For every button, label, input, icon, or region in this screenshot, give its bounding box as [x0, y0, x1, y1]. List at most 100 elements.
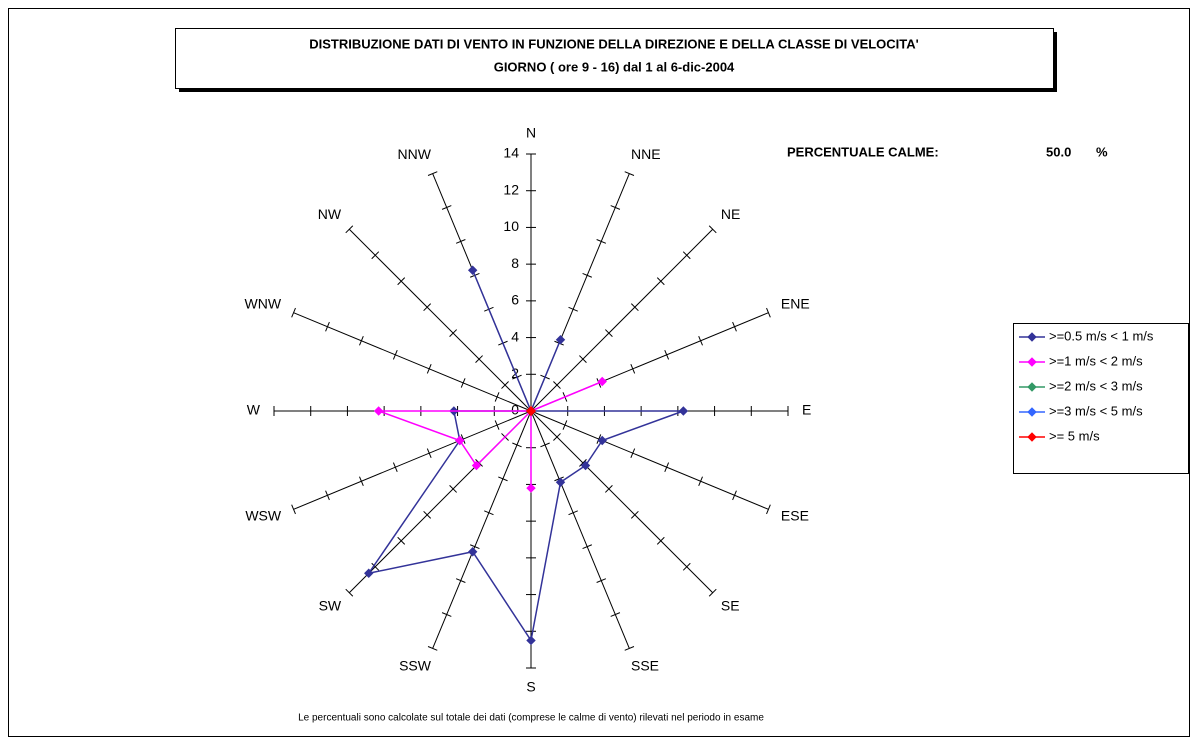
tick-mark [426, 364, 432, 374]
legend-label: >= 5 m/s [1049, 428, 1100, 443]
tick-mark [732, 490, 737, 501]
tick-mark [596, 578, 607, 583]
legend-marker [1027, 332, 1037, 342]
tick-mark [596, 239, 607, 244]
tick-mark [345, 588, 354, 597]
tick-mark [441, 205, 452, 210]
direction-label: SW [319, 598, 342, 614]
direction-label: SE [721, 598, 740, 614]
tick-mark [630, 510, 639, 519]
direction-label: NNE [631, 146, 661, 162]
data-marker [471, 460, 482, 471]
direction-label: NE [721, 206, 740, 222]
direction-label: WSW [245, 508, 282, 524]
tick-mark [732, 321, 737, 332]
title-box [175, 28, 1054, 89]
tick-mark [664, 349, 670, 360]
tick-mark [484, 510, 494, 516]
legend-marker [1027, 357, 1037, 367]
legend-box [1013, 323, 1189, 474]
tick-mark [568, 510, 578, 516]
r-tick-label: 10 [503, 218, 519, 234]
data-marker [526, 483, 536, 493]
tick-mark [656, 536, 665, 545]
tick-mark [449, 329, 458, 338]
calm-unit: % [1096, 144, 1108, 159]
legend-marker [1027, 407, 1037, 417]
data-marker [555, 335, 566, 345]
footnote: Le percentuali sono calcolate sul totale… [298, 713, 764, 724]
tick-mark [682, 562, 691, 571]
tick-mark [371, 562, 380, 571]
direction-label: WNW [245, 296, 282, 312]
tick-mark [579, 459, 587, 467]
tick-mark [359, 476, 364, 487]
tick-mark [568, 306, 578, 312]
tick-mark [469, 544, 480, 550]
tick-mark [427, 171, 438, 176]
tick-mark [624, 646, 635, 651]
data-marker [580, 460, 591, 471]
tick-mark [708, 225, 717, 234]
tick-mark [766, 504, 771, 515]
tick-mark [610, 205, 621, 210]
axis-line [530, 410, 769, 510]
axis-line [293, 312, 532, 412]
r-tick-label: 14 [503, 145, 519, 161]
axis-line [530, 410, 714, 594]
chart-title: DISTRIBUZIONE DATI DI VENTO IN FUNZIONE … [309, 36, 919, 51]
tick-mark [392, 462, 398, 473]
axis-line [348, 228, 532, 412]
tick-mark [494, 392, 500, 402]
r-tick-label: 6 [511, 292, 519, 308]
tick-mark [553, 433, 561, 441]
calm-label: PERCENTUALE CALME: [787, 144, 939, 159]
direction-label: NNW [398, 146, 432, 162]
tick-mark [708, 588, 717, 597]
tick-mark [766, 307, 771, 318]
r-tick-label: 8 [511, 255, 519, 271]
tick-mark [427, 646, 438, 651]
tick-mark [423, 303, 432, 312]
direction-label: N [526, 125, 536, 141]
direction-label: ENE [781, 296, 810, 312]
data-marker [364, 568, 374, 578]
tick-mark [553, 381, 561, 389]
tick-mark [449, 484, 458, 493]
tick-mark [579, 355, 587, 363]
axis-line [432, 410, 532, 649]
tick-mark [698, 476, 703, 487]
data-marker [597, 435, 607, 446]
tick-mark [291, 504, 296, 515]
legend-marker [1027, 382, 1037, 392]
tick-mark [345, 225, 354, 234]
direction-label: ESE [781, 508, 809, 524]
tick-mark [498, 476, 508, 482]
legend-marker [1027, 432, 1037, 442]
tick-mark [455, 239, 466, 244]
tick-mark [554, 476, 564, 482]
tick-mark [682, 251, 691, 260]
direction-label: NW [318, 206, 342, 222]
tick-mark [325, 490, 330, 501]
direction-label: E [802, 402, 811, 418]
tick-mark [291, 307, 296, 318]
calm-value: 50.0 [1046, 144, 1071, 159]
tick-mark [582, 544, 593, 550]
tick-mark [455, 578, 466, 583]
direction-label: SSE [631, 658, 659, 674]
tick-mark [371, 251, 380, 260]
data-marker [555, 477, 566, 487]
r-tick-label: 0 [511, 402, 519, 418]
tick-mark [494, 420, 500, 430]
data-marker [597, 376, 607, 387]
tick-mark [397, 277, 406, 286]
direction-label: W [247, 402, 261, 418]
tick-mark [397, 536, 406, 545]
tick-mark [656, 277, 665, 286]
chart-subtitle: GIORNO ( ore 9 - 16) dal 1 al 6-dic-2004 [494, 59, 735, 74]
tick-mark [426, 448, 432, 458]
tick-mark [596, 434, 602, 444]
tick-mark [325, 321, 330, 332]
